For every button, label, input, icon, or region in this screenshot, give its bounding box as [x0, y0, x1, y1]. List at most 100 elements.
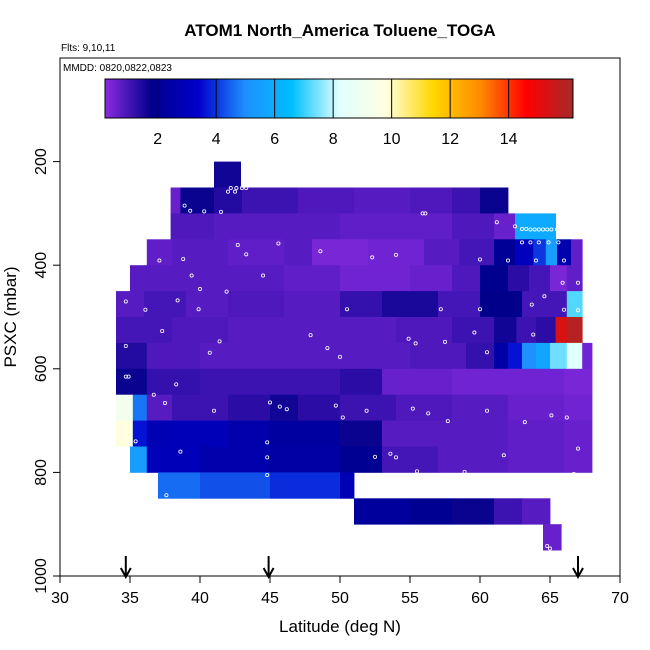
- sample-point: [260, 273, 265, 278]
- colorbar-tick-label: 10: [383, 131, 401, 148]
- heatmap-cell: [424, 239, 460, 266]
- heatmap-cell: [170, 187, 181, 214]
- heatmap-cell: [522, 498, 551, 525]
- sample-point: [549, 413, 554, 418]
- sample-point: [276, 241, 281, 246]
- heatmap-cell: [382, 446, 439, 473]
- sample-point: [123, 374, 128, 379]
- heatmap-cell: [555, 317, 568, 344]
- heatmap-cell: [480, 187, 509, 214]
- sample-point: [532, 227, 537, 232]
- heatmap-cell: [298, 187, 355, 214]
- heatmap-cell: [522, 342, 537, 370]
- x-axis-label: Latitude (deg N): [279, 617, 401, 636]
- heatmap-cell: [284, 291, 341, 318]
- sample-point: [178, 449, 183, 454]
- heatmap-cell: [452, 187, 481, 214]
- sample-point: [445, 419, 450, 424]
- heatmap-cell: [566, 291, 583, 318]
- colorbar-tick-label: 12: [441, 131, 459, 148]
- heatmap-cell: [116, 420, 134, 447]
- sample-point: [127, 441, 132, 446]
- heatmap-cell: [480, 291, 523, 318]
- heatmap-cell: [564, 420, 593, 447]
- heatmap-cell: [146, 239, 173, 266]
- heatmap-cell: [130, 265, 173, 292]
- heatmap-cell: [284, 317, 341, 344]
- y-axis-label: PSXC (mbar): [1, 266, 20, 367]
- x-tick-label: 50: [331, 590, 349, 607]
- heatmap-cell: [566, 265, 583, 292]
- heatmap-cell: [116, 342, 148, 370]
- heatmap-cell: [508, 342, 523, 370]
- colorbar-tick-label: 6: [270, 131, 279, 148]
- heatmap-cell: [172, 394, 229, 421]
- x-tick-label: 60: [471, 590, 489, 607]
- heatmap-cell: [452, 317, 495, 344]
- heatmap-cell: [340, 291, 383, 318]
- heatmap-cell: [508, 394, 565, 421]
- sample-point: [340, 415, 345, 420]
- heatmap-cell: [340, 472, 355, 499]
- heatmap-cell: [557, 239, 572, 266]
- heatmap-cell: [494, 213, 516, 240]
- heatmap-cell: [228, 317, 285, 344]
- sample-point: [571, 471, 576, 476]
- sample-point: [560, 280, 565, 285]
- heatmap-cell: [270, 213, 341, 240]
- sample-point: [562, 258, 567, 263]
- heatmap-cell: [508, 420, 565, 447]
- sample-point: [546, 240, 551, 245]
- heatmap-cell: [116, 394, 134, 421]
- heatmap-cell: [508, 446, 565, 473]
- heatmap-cell: [564, 368, 593, 396]
- heatmap-cell: [494, 498, 523, 525]
- x-axis: 30 35 40 45 50 55 60 65 70: [51, 576, 629, 607]
- heatmap-cell: [566, 317, 583, 344]
- sample-point: [413, 341, 418, 346]
- sample-point: [182, 203, 187, 208]
- sample-point: [438, 307, 443, 312]
- sample-point: [522, 420, 527, 425]
- sample-point: [235, 242, 240, 247]
- heatmap-cell: [146, 420, 173, 447]
- sample-point: [560, 227, 565, 232]
- sample-point: [542, 294, 547, 299]
- heatmap-cell: [200, 446, 271, 473]
- sample-point: [536, 227, 541, 232]
- heatmap-cell: [270, 368, 341, 396]
- x-tick-label: 70: [611, 590, 629, 607]
- sample-point: [217, 339, 222, 344]
- heatmap-cells: [116, 161, 593, 551]
- heatmap-cell: [146, 446, 201, 473]
- x-tick-label: 40: [191, 590, 209, 607]
- colorbar: 2 4 6 8 10 12 14: [104, 78, 574, 148]
- heatmap-cell: [228, 394, 271, 421]
- heatmap-cell: [214, 187, 243, 214]
- heatmap-cell: [340, 213, 411, 240]
- sample-points: [123, 186, 581, 551]
- heatmap-cell: [228, 265, 285, 292]
- heatmap-cell: [340, 317, 397, 344]
- y-tick-label: 1000: [33, 558, 50, 594]
- heatmap-cell: [298, 394, 341, 421]
- x-tick-label: 65: [541, 590, 559, 607]
- sample-point: [549, 227, 554, 232]
- sample-point: [477, 257, 482, 262]
- flights-label: Flts: 9,10,11: [61, 43, 116, 54]
- sample-point: [536, 240, 541, 245]
- sample-point: [244, 186, 249, 191]
- heatmap-cell: [170, 213, 215, 240]
- sample-point: [520, 226, 525, 231]
- sample-point: [244, 252, 249, 257]
- sample-point: [157, 258, 162, 263]
- heatmap-cell: [270, 394, 299, 421]
- sample-point: [528, 240, 533, 245]
- sample-point: [477, 307, 482, 312]
- sample-point: [189, 273, 194, 278]
- flight-arrows: [119, 556, 584, 580]
- heatmap-cell: [516, 317, 537, 344]
- y-tick-label: 400: [33, 252, 50, 279]
- sample-point: [196, 307, 201, 312]
- sample-point: [225, 189, 230, 194]
